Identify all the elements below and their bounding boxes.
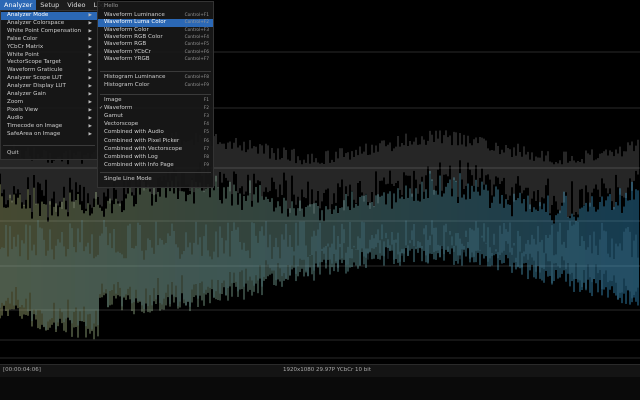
- shortcut: Control+F9: [184, 83, 209, 88]
- menu-bar-item[interactable]: Setup: [40, 1, 60, 9]
- shortcut: Control+F3: [184, 27, 209, 33]
- menu-item-label: Combined with Info Page: [104, 161, 174, 168]
- shortcut: Control+F4: [184, 34, 209, 40]
- menu-item-label: Histogram Luminance: [104, 74, 166, 80]
- menu-item-label: Waveform: [104, 105, 133, 112]
- menu-item[interactable]: Quit: [7, 150, 19, 156]
- menu-item-label: Combined with Log: [104, 153, 158, 160]
- menu-item[interactable]: Single Line Mode: [104, 176, 152, 182]
- menu-item[interactable]: Waveform YRGB Control+F7: [98, 56, 213, 64]
- analyzer-mode-submenu: Hello Waveform Luminance Control+F1 Wavefor…: [97, 1, 214, 188]
- menu-item-label: Vectorscope: [104, 121, 139, 128]
- shortcut: F2: [203, 106, 209, 112]
- shortcut: F1: [203, 98, 209, 103]
- menu-item[interactable]: Vectorscope F4: [98, 121, 213, 129]
- menu-item[interactable]: Gamut F3: [98, 113, 213, 121]
- menu-item-label: Combined with Audio: [104, 129, 164, 136]
- menu-item[interactable]: Zoom: [1, 99, 97, 107]
- menu-item-label: Histogram Color: [104, 82, 150, 88]
- menu-item[interactable]: Waveform Luminance Control+F1: [98, 12, 213, 20]
- menu-item[interactable]: Combined with Log F8: [98, 154, 213, 162]
- menu-item[interactable]: Waveform YCbCr Control+F6: [98, 49, 213, 57]
- menu-item[interactable]: Pixels View: [1, 107, 97, 115]
- menu-bar: AnalyzerSetupVideoLog: [0, 0, 105, 10]
- menu-item[interactable]: Analyzer Colorspace: [1, 20, 97, 28]
- shortcut: F3: [203, 114, 209, 120]
- menu-item[interactable]: Waveform Color Control+F3: [98, 27, 213, 35]
- shortcut: F5: [203, 130, 209, 136]
- menu-item[interactable]: Timecode on Image: [1, 123, 97, 131]
- timecode: [00:00:04:06]: [3, 367, 41, 373]
- bottom-panel: [0, 377, 640, 400]
- menu-item-label: Combined with Vectorscope: [104, 145, 183, 152]
- menu-item-label: Waveform RGB Color: [104, 33, 163, 40]
- separator: [100, 94, 211, 95]
- menu-item-label: Waveform Luma Color: [104, 19, 166, 26]
- menu-item-label: Image: [104, 97, 122, 103]
- menu-item[interactable]: Combined with Vectorscope F7: [98, 146, 213, 154]
- menu-item[interactable]: Analyzer Display LUT: [1, 83, 97, 91]
- shortcut: Control+F1: [184, 13, 209, 18]
- menu-item[interactable]: Histogram Luminance Control+F8: [98, 74, 213, 82]
- status-bar: [00:00:04:06] 1920x1080 29.97P YCbCr 10 …: [0, 364, 640, 377]
- shortcut: Control+F5: [184, 42, 209, 48]
- menu-item-label: Waveform Color: [104, 26, 149, 33]
- menu-bar-item[interactable]: Analyzer: [0, 0, 37, 10]
- menu-item[interactable]: Analyzer Gain: [1, 91, 97, 99]
- menu-item[interactable]: White Point: [1, 52, 97, 60]
- shortcut: F4: [203, 122, 209, 128]
- menu-bar-item[interactable]: Video: [67, 1, 86, 9]
- shortcut: F7: [203, 146, 209, 152]
- menu-item[interactable]: Histogram Color Control+F9: [98, 82, 213, 90]
- shortcut: F8: [203, 154, 209, 160]
- menu-item[interactable]: Image F1: [98, 97, 213, 105]
- shortcut: Control+F8: [184, 75, 209, 80]
- menu-item[interactable]: YCbCr Matrix: [1, 44, 97, 52]
- waveform-scope: [0, 51, 640, 359]
- menu-item-label: Combined with Pixel Picker: [104, 137, 180, 144]
- menu-item[interactable]: False Color: [1, 36, 97, 44]
- separator: [100, 71, 211, 72]
- shortcut: Control+F7: [184, 56, 209, 62]
- menu-item[interactable]: Audio: [1, 115, 97, 123]
- menu-item[interactable]: Combined with Pixel Picker F6: [98, 138, 213, 146]
- menu-item[interactable]: Analyzer Scope LUT: [1, 75, 97, 83]
- shortcut: Control+F2: [184, 20, 209, 26]
- menu-item-label: Gamut: [104, 113, 123, 120]
- menu-item-label: Waveform Luminance: [104, 12, 165, 18]
- menu-item-label: Waveform RGB: [104, 41, 147, 48]
- menu-item[interactable]: Waveform F2: [98, 105, 213, 113]
- menu-item[interactable]: Analyzer Mode: [1, 12, 97, 20]
- video-format: 1920x1080 29.97P YCbCr 10 bit: [283, 367, 371, 373]
- menu-item[interactable]: Waveform Graticule: [1, 67, 97, 75]
- menu-item[interactable]: Waveform RGB Color Control+F4: [98, 34, 213, 42]
- menu-item-label: Waveform YRGB: [104, 55, 150, 62]
- menu-item[interactable]: White Point Compensation: [1, 28, 97, 36]
- separator: [3, 145, 95, 146]
- menu-item: Hello: [104, 3, 119, 9]
- analyzer-menu: Analyzer ModeAnalyzer ColorspaceWhite Po…: [0, 10, 98, 160]
- shortcut: F6: [203, 138, 209, 144]
- menu-item[interactable]: Combined with Info Page F9: [98, 162, 213, 170]
- shortcut: Control+F6: [184, 49, 209, 55]
- menu-item[interactable]: Combined with Audio F5: [98, 129, 213, 137]
- menu-item[interactable]: SafeArea on Image: [1, 131, 97, 139]
- separator: [100, 172, 211, 173]
- menu-item[interactable]: Waveform Luma Color Control+F2: [98, 19, 213, 27]
- menu-item[interactable]: VectorScope Target: [1, 59, 97, 67]
- menu-item-label: Waveform YCbCr: [104, 48, 151, 55]
- menu-item[interactable]: Waveform RGB Control+F5: [98, 41, 213, 49]
- shortcut: F9: [203, 162, 209, 168]
